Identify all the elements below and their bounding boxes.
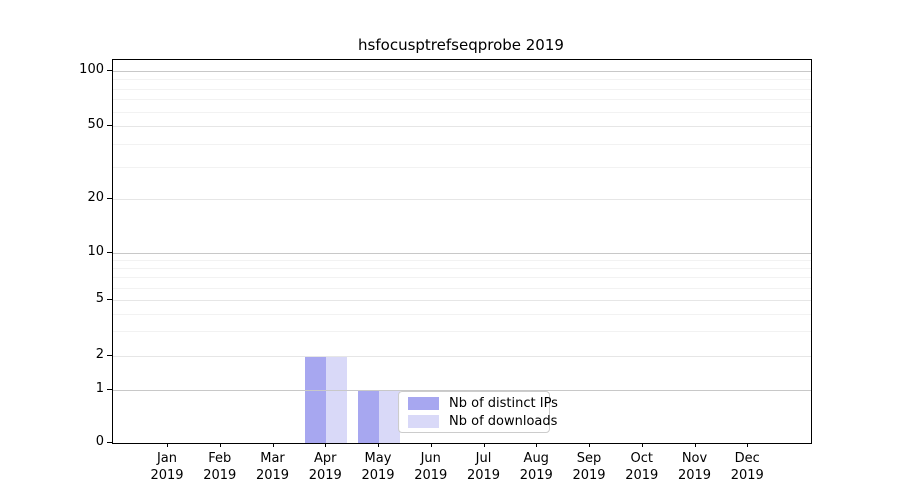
y-tick-label-100: 100	[79, 62, 104, 77]
month-name: Aug	[523, 451, 549, 466]
x-tick-mark-apr	[325, 443, 327, 447]
legend-item-distinct-ips: Nb of distinct IPs	[408, 396, 558, 411]
month-name: Jun	[420, 451, 441, 466]
month-year: 2019	[677, 468, 712, 483]
y-tick-label-1: 1	[95, 381, 104, 396]
legend-label-downloads: Nb of downloads	[449, 413, 558, 429]
x-tick-label-jan: Jan 2019	[137, 450, 197, 484]
x-tick-label-nov: Nov 2019	[665, 450, 725, 484]
x-tick-mark-sep	[589, 443, 590, 447]
x-tick-label-dec: Dec 2019	[717, 450, 777, 484]
y-tick-label-0: 0	[95, 434, 104, 449]
y-tick-label-2: 2	[95, 347, 104, 362]
legend-swatch-distinct-ips	[408, 396, 439, 410]
gridline-y7	[113, 277, 811, 279]
gridline-y8	[113, 268, 811, 270]
x-tick-label-oct: Oct 2019	[612, 450, 672, 484]
month-year: 2019	[414, 468, 448, 483]
y-tick-mark-50	[107, 125, 112, 126]
month-year: 2019	[572, 468, 606, 483]
plot-area: Nb of distinct IPs Nb of downloads	[112, 59, 812, 444]
y-tick-label-20: 20	[87, 190, 104, 205]
x-tick-label-aug: Aug 2019	[506, 450, 566, 484]
gridline-y40	[113, 143, 811, 145]
x-tick-mark-jul	[483, 443, 485, 447]
x-tick-label-apr: Apr 2019	[295, 450, 355, 484]
month-year: 2019	[308, 468, 342, 483]
gridline-y10	[113, 253, 811, 254]
gridline-y6	[113, 287, 811, 289]
month-year: 2019	[625, 468, 659, 483]
bar-downloads-may	[379, 390, 400, 443]
month-name: May	[364, 451, 392, 466]
x-tick-label-feb: Feb 2019	[190, 450, 250, 484]
gridline-y3	[113, 331, 811, 333]
x-tick-mark-mar	[272, 443, 274, 447]
legend-swatch-downloads	[408, 414, 439, 428]
gridline-y30	[113, 166, 811, 168]
month-name: Oct	[630, 451, 653, 466]
y-tick-label-5: 5	[95, 291, 104, 306]
x-tick-mark-dec	[747, 443, 749, 447]
gridline-y2	[113, 356, 811, 357]
gridline-y4	[113, 313, 811, 315]
chart-legend: Nb of distinct IPs Nb of downloads	[398, 391, 558, 433]
bar-distinct-ips-may	[358, 390, 379, 443]
gridline-y70	[113, 99, 811, 101]
month-name: Sep	[576, 451, 602, 466]
y-tick-mark-5	[107, 299, 112, 300]
x-tick-mark-aug	[536, 443, 538, 447]
month-year: 2019	[730, 468, 764, 483]
y-tick-label-50: 50	[87, 117, 104, 132]
x-tick-mark-oct	[641, 443, 643, 447]
y-tick-mark-10	[107, 252, 112, 253]
x-tick-label-jul: Jul 2019	[454, 450, 514, 484]
month-name: Dec	[734, 451, 760, 466]
month-name: Apr	[314, 451, 337, 466]
bar-distinct-ips-apr	[305, 356, 327, 443]
x-tick-label-mar: Mar 2019	[243, 450, 303, 484]
chart-title: hsfocusptrefseqprobe 2019	[358, 36, 564, 54]
month-name: Jul	[475, 451, 492, 466]
month-year: 2019	[361, 468, 395, 483]
x-tick-mark-jan	[167, 443, 168, 447]
month-name: Jan	[156, 451, 178, 466]
y-tick-label-10: 10	[87, 244, 104, 259]
month-name: Nov	[681, 451, 708, 466]
gridline-y60	[113, 111, 811, 113]
legend-item-downloads: Nb of downloads	[408, 414, 557, 429]
gridline-y50	[113, 126, 811, 127]
month-year: 2019	[466, 468, 501, 483]
month-year: 2019	[255, 468, 290, 483]
gridline-y20	[113, 199, 811, 200]
month-year: 2019	[203, 468, 237, 483]
y-tick-mark-20	[107, 198, 112, 199]
y-tick-mark-100	[107, 70, 112, 71]
gridline-y80	[113, 88, 811, 90]
y-tick-mark-0	[107, 442, 112, 443]
x-tick-mark-feb	[219, 443, 221, 447]
gridline-y5	[113, 300, 811, 301]
month-name: Feb	[208, 451, 232, 466]
legend-label-distinct-ips: Nb of distinct IPs	[449, 395, 558, 411]
y-tick-mark-1	[107, 389, 112, 390]
x-tick-label-may: May 2019	[348, 450, 408, 484]
x-tick-mark-jun	[430, 443, 432, 447]
x-tick-label-jun: Jun 2019	[401, 450, 461, 484]
y-tick-mark-2	[107, 355, 112, 356]
gridline-y90	[113, 79, 811, 81]
gridline-y9	[113, 260, 811, 262]
gridline-y1	[113, 390, 811, 391]
x-tick-label-sep: Sep 2019	[559, 450, 619, 484]
month-year: 2019	[150, 468, 184, 483]
x-tick-mark-nov	[694, 443, 696, 447]
bar-downloads-apr	[326, 356, 348, 443]
x-tick-mark-may	[378, 443, 379, 447]
month-year: 2019	[519, 468, 553, 483]
month-name: Mar	[260, 451, 285, 466]
gridline-y100	[113, 71, 811, 72]
